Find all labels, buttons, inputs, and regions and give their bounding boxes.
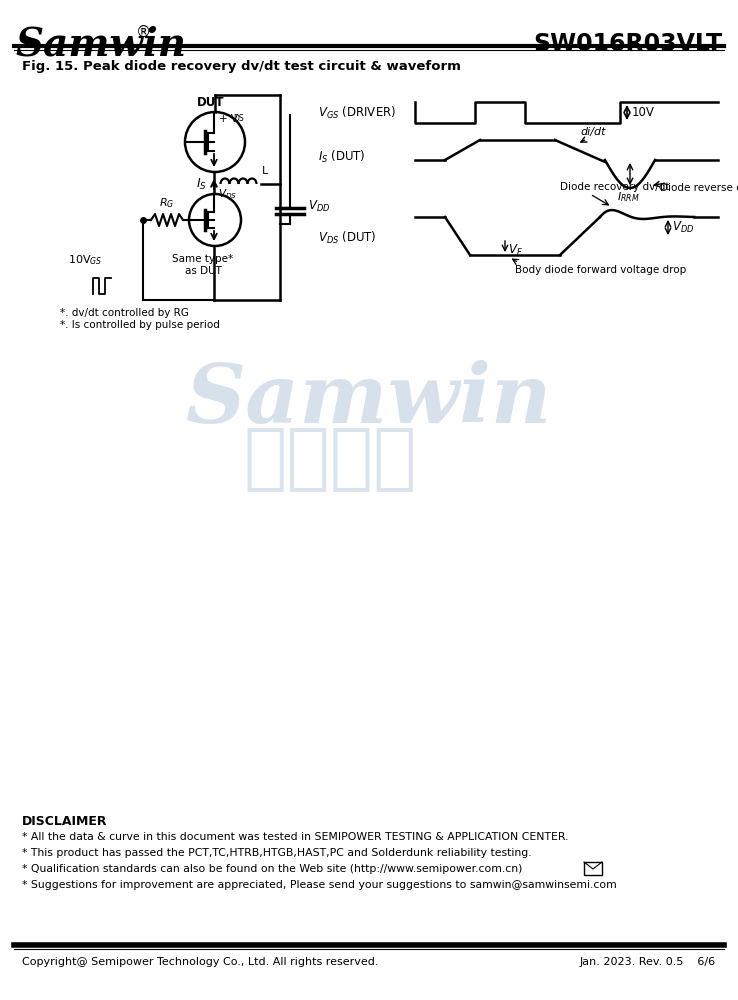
Text: $V_{DD}$: $V_{DD}$ — [308, 198, 331, 214]
Text: Same type*: Same type* — [173, 254, 233, 264]
Text: as DUT: as DUT — [184, 266, 221, 276]
Text: *. dv/dt controlled by RG: *. dv/dt controlled by RG — [60, 308, 189, 318]
Text: ®: ® — [136, 25, 151, 40]
Text: L: L — [262, 166, 268, 176]
Text: $V_{GS}$ (DRIVER): $V_{GS}$ (DRIVER) — [318, 104, 396, 121]
Text: $V_{DS}$: $V_{DS}$ — [218, 187, 237, 201]
Text: $I_{RRM}$: $I_{RRM}$ — [617, 190, 639, 204]
Text: Body diode forward voltage drop: Body diode forward voltage drop — [515, 265, 686, 275]
Text: + V: + V — [219, 114, 238, 124]
Text: $R_G$: $R_G$ — [159, 196, 175, 210]
Text: Copyright@ Semipower Technology Co., Ltd. All rights reserved.: Copyright@ Semipower Technology Co., Ltd… — [22, 957, 379, 967]
Text: SW016R03VLT: SW016R03VLT — [533, 32, 722, 56]
Text: DISCLAIMER: DISCLAIMER — [22, 815, 108, 828]
Text: Jan. 2023. Rev. 0.5    6/6: Jan. 2023. Rev. 0.5 6/6 — [580, 957, 716, 967]
Text: 10V: 10V — [632, 106, 655, 119]
Text: Diode reverse current: Diode reverse current — [660, 183, 738, 193]
Text: DUT: DUT — [197, 96, 224, 109]
Text: * Qualification standards can also be found on the Web site (http://www.semipowe: * Qualification standards can also be fo… — [22, 864, 523, 874]
Text: $I_S$: $I_S$ — [196, 176, 207, 192]
Text: Fig. 15. Peak diode recovery dv/dt test circuit & waveform: Fig. 15. Peak diode recovery dv/dt test … — [22, 60, 461, 73]
FancyBboxPatch shape — [584, 862, 602, 875]
Text: * This product has passed the PCT,TC,HTRB,HTGB,HAST,PC and Solderdunk reliabilit: * This product has passed the PCT,TC,HTR… — [22, 848, 531, 858]
Text: * All the data & curve in this document was tested in SEMIPOWER TESTING & APPLIC: * All the data & curve in this document … — [22, 832, 568, 842]
Text: $V_{DS}$ (DUT): $V_{DS}$ (DUT) — [318, 230, 376, 246]
Text: *. Is controlled by pulse period: *. Is controlled by pulse period — [60, 320, 220, 330]
Text: 10V$_{GS}$: 10V$_{GS}$ — [68, 253, 103, 267]
Text: $V_F$: $V_F$ — [508, 243, 523, 258]
Text: 内部保密: 内部保密 — [244, 426, 417, 494]
Text: di/dt: di/dt — [580, 127, 605, 137]
Text: Samwin: Samwin — [15, 25, 186, 63]
Text: $I_S$ (DUT): $I_S$ (DUT) — [318, 149, 365, 165]
Text: * Suggestions for improvement are appreciated, Please send your suggestions to s: * Suggestions for improvement are apprec… — [22, 880, 617, 890]
Text: DS: DS — [233, 114, 244, 123]
Text: $V_{DD}$: $V_{DD}$ — [672, 220, 694, 235]
Text: Samwin: Samwin — [186, 360, 552, 440]
Text: Diode recovery dv/dt: Diode recovery dv/dt — [560, 182, 669, 192]
